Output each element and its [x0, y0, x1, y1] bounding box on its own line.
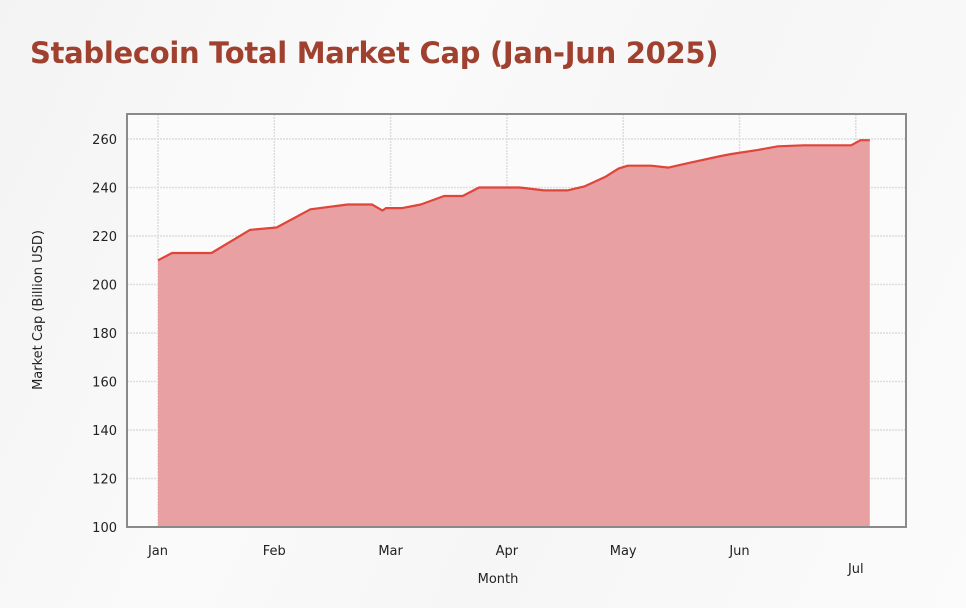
y-tick-label: 240 [92, 182, 117, 197]
x-tick-label: Feb [263, 544, 286, 559]
x-axis-label: Month [478, 572, 519, 587]
y-tick-label: 140 [92, 424, 117, 439]
x-tick-label: Jul [847, 562, 864, 577]
y-tick-label: 200 [92, 279, 117, 294]
y-tick-label: 160 [92, 376, 117, 391]
y-axis-label: Market Cap (Billion USD) [31, 230, 46, 390]
x-tick-label: Jan [147, 544, 168, 559]
x-tick-label: May [610, 544, 637, 559]
y-tick-labels: 100 120 140 160 180 200 220 240 260 [92, 133, 117, 536]
data-line [157, 139, 870, 262]
axes [126, 113, 907, 528]
chart-title: Stablecoin Total Market Cap (Jan-Jun 202… [30, 36, 719, 70]
area-fill [158, 140, 870, 527]
y-tick-label: 100 [92, 521, 117, 536]
y-tick-label: 220 [92, 230, 117, 245]
x-tick-labels: Jan Feb Mar Apr May Jun Jul [147, 544, 864, 577]
x-tick-label: Mar [378, 544, 403, 559]
y-tick-label: 180 [92, 327, 117, 342]
x-tick-label: Apr [496, 544, 519, 559]
x-tick-label: Jun [728, 544, 749, 559]
y-tick-label: 260 [92, 133, 117, 148]
y-tick-label: 120 [92, 473, 117, 488]
